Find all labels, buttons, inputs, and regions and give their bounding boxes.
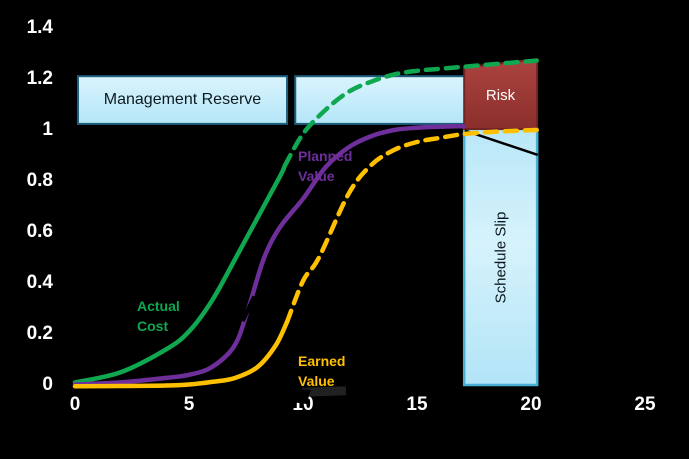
- y-tick-label-0.8: 0.8: [26, 170, 53, 191]
- y-tick-label-0.6: 0.6: [26, 221, 53, 242]
- y-tick-label-1.4: 1.4: [26, 17, 53, 38]
- y-tick-label-0.2: 0.2: [26, 323, 53, 344]
- earned-value-curve-solid: [72, 319, 290, 389]
- actual-cost-curve-dashed: [282, 58, 539, 168]
- planned-value-series-label: Planned Value: [298, 148, 353, 184]
- actual-cost-curve-solid: [72, 163, 288, 385]
- x-tick-label-25: 25: [634, 394, 656, 415]
- black-occlusion-artifact: [290, 389, 311, 404]
- x-tick-label-15: 15: [406, 394, 428, 415]
- x-tick-label-0: 0: [69, 394, 81, 415]
- y-tick-label-1.2: 1.2: [26, 68, 53, 89]
- actual-cost-series-label: Actual Cost: [137, 298, 180, 334]
- y-tick-label-1: 1: [42, 119, 53, 140]
- curve-break-mark-3: [240, 295, 257, 322]
- earned-value-series-label: Earned Value: [298, 353, 346, 389]
- earned-value-curve-dashed: [284, 127, 539, 325]
- risk-box-label: Risk: [485, 86, 516, 104]
- arrowhead-icon: [349, 62, 367, 76]
- y-tick-label-0: 0: [42, 374, 53, 395]
- y-tick-label-0.4: 0.4: [26, 272, 53, 293]
- curve-break-mark-2: [238, 204, 258, 239]
- x-tick-label-5: 5: [183, 394, 195, 415]
- planned-value-curve: [72, 123, 466, 387]
- management-reserve-box-1: [76, 75, 289, 125]
- schedule-slip-text: Schedule Slip: [492, 211, 510, 304]
- x-tick-label-20: 20: [520, 394, 542, 415]
- management-reserve-box-2: [294, 75, 466, 125]
- schedule-slip-box-label: Schedule Slip: [464, 129, 537, 386]
- management-reserve-box-label: Management Reserve: [103, 91, 262, 108]
